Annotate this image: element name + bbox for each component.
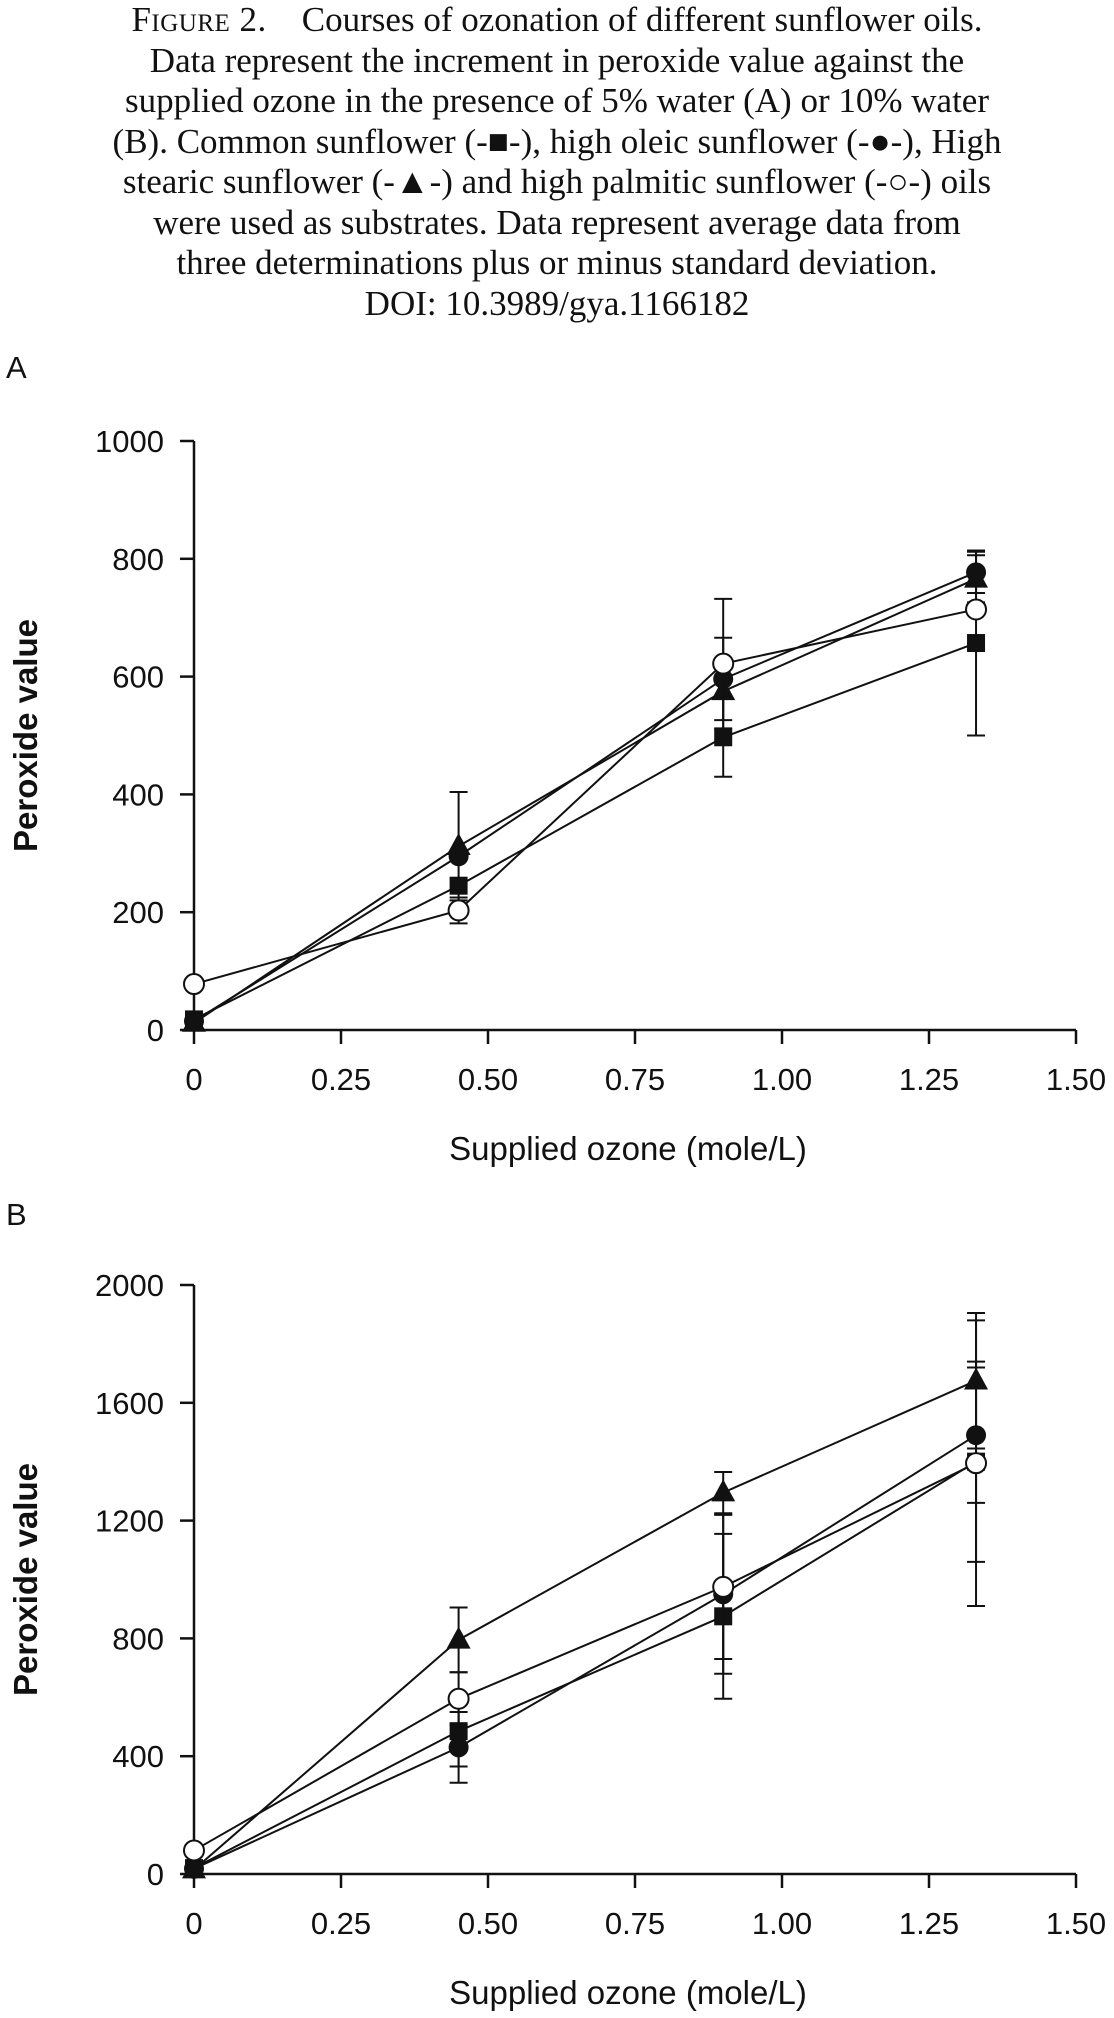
y-tick-label: 600 [112,660,164,695]
x-axis-title: Supplied ozone (mole/L) [449,1974,807,2011]
series-circle-open [183,597,988,996]
x-tick-label: 1.25 [899,1062,959,1097]
data-point-square [714,728,733,747]
data-point-circle-open [447,899,470,922]
x-tick-label: 0 [185,1062,202,1097]
y-tick-label: 800 [112,1621,164,1656]
caption-line-4: (B). Common sunflower (-■-), high oleic … [112,121,1002,161]
y-tick-label: 400 [112,1739,164,1774]
y-tick-label: 1200 [95,1504,164,1539]
x-tick-label: 1.50 [1046,1062,1106,1097]
y-tick-label: 400 [112,777,164,812]
data-point-circle-open [965,598,988,621]
caption-doi: DOI: 10.3989/gya.1166182 [364,283,750,323]
series-line [193,571,977,1023]
x-tick-label: 1.00 [752,1062,812,1097]
caption-title: Courses of ozonation of different sunflo… [301,0,983,39]
series-square [185,549,986,1029]
x-tick-label: 0.25 [311,1062,371,1097]
caption-line-5: stearic sunflower (-▲-) and high palmiti… [122,162,992,201]
x-tick-label: 0.25 [311,1906,371,1941]
y-axis-title: Peroxide value [7,1463,44,1696]
data-point-circle-open [183,1839,205,1862]
series-line [193,1460,977,1869]
x-tick-label: 0.50 [458,1906,518,1941]
data-point-circle-open [965,1452,988,1475]
y-tick-label: 200 [112,895,164,930]
series-triangle [182,1311,989,1879]
data-point-triangle [446,1626,471,1649]
data-point-circle-open [183,973,205,996]
x-tick-label: 0.50 [458,1062,518,1097]
y-tick-label: 1000 [95,424,164,459]
figure-label: Figure 2. [131,0,267,39]
data-point-square [967,634,986,653]
series-triangle [182,554,989,1032]
caption-line-7: three determinations plus or minus stand… [176,243,938,282]
series-line [193,1379,977,1871]
caption-line-3: supplied ozone in the presence of 5% wat… [125,81,989,120]
series-circle-open [183,1319,988,1862]
caption-line-2: Data represent the increment in peroxide… [149,40,965,80]
data-point-circle-open [712,652,735,675]
data-point-circle-open [447,1687,470,1710]
data-point-triangle [182,1856,206,1879]
x-tick-label: 0.75 [605,1906,665,1941]
y-tick-label: 1600 [95,1386,164,1421]
series-line [193,577,977,1024]
data-point-triangle [711,1479,736,1502]
figure-caption: Figure 2. Courses of ozonation of differ… [0,0,1114,324]
y-axis-title: Peroxide value [7,619,44,852]
series-circle-filled [184,1366,987,1879]
series-line [193,642,977,1021]
panel-letter: B [6,1197,27,1232]
series-line [193,1434,977,1870]
x-tick-label: 0.75 [605,1062,665,1097]
panel-letter: A [6,350,27,385]
x-tick-label: 0 [185,1906,202,1941]
chart-panel-b: B 0 400 800 1200 1600 2000 0 0.25 0.50 0.75 1.00 1.2… [6,1197,1106,2011]
y-tick-label: 2000 [95,1268,164,1303]
caption-line-1: Figure 2. Courses of ozonation of differ… [0,0,1114,41]
data-point-triangle [182,1009,206,1032]
x-tick-label: 1.25 [899,1906,959,1941]
x-tick-label: 1.00 [752,1906,812,1941]
data-point-circle-open [712,1575,735,1598]
data-point-triangle [446,833,471,856]
series-line [193,1462,977,1852]
series-square [185,1360,986,1878]
x-axis-title: Supplied ozone (mole/L) [449,1130,807,1167]
caption-line-6: were used as substrates. Data represent … [153,202,961,242]
chart-panel-a: A 0 200 400 600 800 1000 0 0.25 0.50 0.75 1.00 1.25 1… [6,350,1106,1167]
data-point-circle-filled [448,1737,469,1758]
x-tick-label: 1.50 [1046,1906,1106,1941]
y-tick-label: 0 [147,1013,164,1048]
y-tick-label: 0 [147,1857,164,1892]
y-tick-label: 800 [112,542,164,577]
data-point-triangle [964,565,989,588]
series-line [193,608,977,986]
